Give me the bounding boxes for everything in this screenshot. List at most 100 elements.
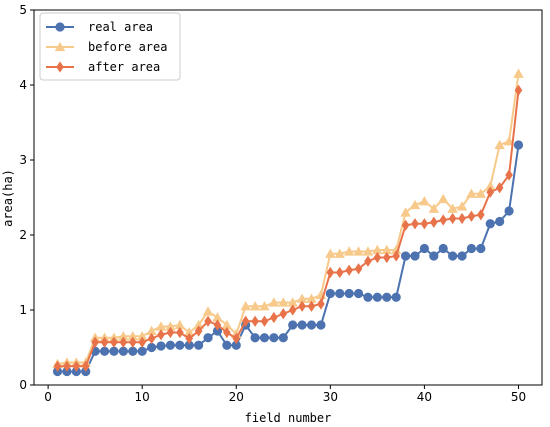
data-point-after-area [138, 336, 146, 348]
data-point-before-area [381, 244, 392, 255]
legend-marker-before-area [54, 41, 66, 52]
data-point-after-area [401, 219, 410, 231]
data-point-before-area [362, 246, 374, 256]
data-point-before-area [456, 201, 468, 211]
data-point-real-area [476, 243, 486, 254]
data-point-after-area [213, 319, 222, 331]
legend-marker-after-area [56, 61, 64, 73]
data-point-before-area [372, 244, 383, 255]
y-axis-label: area(ha) [1, 169, 15, 227]
data-point-after-area [176, 326, 184, 339]
data-point-before-area [193, 319, 204, 330]
data-point-before-area [136, 331, 148, 341]
data-point-before-area [409, 199, 421, 210]
data-point-before-area [240, 301, 251, 311]
data-point-real-area [203, 333, 213, 343]
data-point-before-area [212, 312, 223, 322]
data-point-before-area [202, 306, 214, 316]
data-point-real-area [410, 251, 420, 261]
data-point-real-area [259, 333, 270, 343]
data-point-real-area [382, 292, 392, 302]
data-point-before-area [343, 246, 355, 256]
data-point-before-area [306, 293, 317, 303]
data-point-before-area [127, 331, 138, 341]
legend-label-after-area: after area [88, 60, 160, 74]
data-point-after-area [260, 315, 269, 327]
legend-marker-real-area [55, 22, 65, 32]
data-point-real-area [495, 216, 505, 227]
data-point-before-area [400, 207, 411, 217]
data-point-before-area [278, 297, 289, 307]
data-point-real-area [118, 346, 128, 356]
data-point-real-area [297, 320, 307, 330]
data-point-real-area [194, 340, 204, 350]
data-point-real-area [372, 292, 382, 302]
data-point-real-area [99, 346, 110, 356]
data-point-before-area [325, 248, 336, 258]
y-tick-label: 4 [19, 78, 27, 92]
data-point-real-area [466, 243, 477, 254]
data-point-after-area [270, 311, 278, 324]
data-point-before-area [428, 203, 440, 213]
data-point-real-area [504, 206, 514, 216]
data-point-after-area [232, 332, 241, 345]
data-point-after-area [72, 360, 81, 372]
data-point-before-area [296, 293, 308, 303]
data-point-after-area [495, 182, 504, 194]
data-point-real-area [175, 340, 185, 350]
data-point-after-area [458, 212, 466, 225]
data-point-before-area [419, 196, 430, 206]
data-point-after-area [430, 216, 438, 228]
series-line-after-area [57, 90, 520, 368]
legend: real area before area after area [39, 12, 181, 81]
data-point-real-area [212, 326, 223, 336]
data-point-before-area [221, 319, 233, 330]
data-point-after-area [382, 251, 391, 264]
data-point-after-area [298, 300, 306, 312]
data-point-before-area [390, 244, 402, 255]
data-point-real-area [288, 320, 298, 330]
data-point-after-area [119, 336, 128, 348]
data-point-before-area [438, 193, 449, 204]
data-point-before-area [259, 301, 270, 311]
x-tick-label: 30 [323, 390, 338, 404]
data-point-real-area [457, 251, 467, 261]
series-after-area [53, 84, 523, 372]
data-point-real-area [137, 346, 147, 356]
x-tick-label: 20 [229, 390, 244, 404]
data-point-after-area [279, 308, 288, 320]
data-point-before-area [249, 301, 261, 311]
plot-frame [33, 9, 543, 386]
data-point-real-area [278, 333, 288, 343]
data-point-after-area [128, 336, 137, 348]
data-point-real-area [184, 340, 194, 350]
legend-label-before-area: before area [88, 40, 167, 54]
data-point-after-area [63, 360, 71, 372]
y-tick-label: 5 [19, 3, 27, 17]
data-point-real-area [316, 320, 326, 330]
data-point-after-area [467, 210, 476, 222]
data-point-after-area [307, 300, 316, 312]
data-point-after-area [194, 325, 203, 337]
data-point-before-area [268, 297, 280, 307]
data-point-after-area [157, 329, 165, 341]
data-point-after-area [448, 212, 457, 225]
data-point-after-area [166, 326, 175, 339]
data-point-after-area [223, 326, 231, 339]
data-point-after-area [185, 332, 194, 345]
data-point-after-area [411, 218, 419, 230]
data-point-real-area [222, 340, 232, 350]
data-point-real-area [250, 333, 260, 343]
data-point-real-area [400, 251, 411, 261]
data-point-real-area [146, 342, 157, 353]
data-point-real-area [128, 346, 138, 356]
y-tick-label: 3 [19, 153, 27, 167]
data-point-before-area [494, 139, 505, 150]
data-point-before-area [485, 181, 496, 191]
data-point-after-area [354, 263, 363, 275]
y-tick-label: 1 [19, 303, 27, 317]
data-point-real-area [419, 243, 430, 254]
series-real-area [52, 140, 524, 377]
legend-box [39, 12, 181, 81]
data-point-before-area [466, 188, 477, 198]
